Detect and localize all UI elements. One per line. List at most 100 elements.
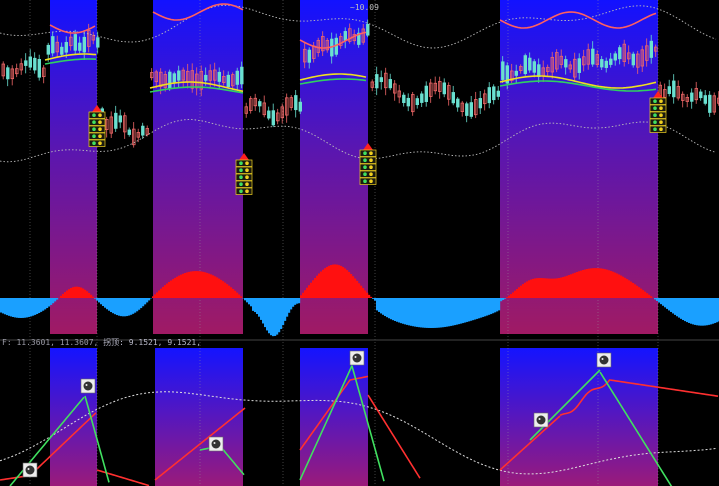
buy-icon-face [83,381,93,391]
marker-dot [369,172,373,176]
candle-body [46,44,50,55]
histogram-bar [392,298,395,321]
histogram-bar [434,298,437,328]
histogram-bar [644,291,647,298]
histogram-bar [370,296,373,298]
histogram-bar [212,275,215,298]
marker-dot [98,120,102,124]
marker-dot [369,151,373,155]
histogram-bar [4,298,7,315]
candle-body [294,95,298,111]
histogram-bar [216,277,219,298]
candle-body [123,115,127,133]
histogram-bar [536,278,539,298]
histogram-bar [180,274,183,298]
histogram-bar [384,298,387,317]
candle-body [442,82,446,95]
candle-body [573,58,577,78]
histogram-bar [566,275,569,298]
marker-dot [98,141,102,145]
marker-box [359,177,377,185]
histogram-bar [616,273,619,298]
histogram-bar [226,284,229,298]
ma-green [499,80,657,92]
candle-body [276,112,280,122]
histogram-bar [312,280,315,298]
histogram-bar [218,278,221,298]
histogram-bar [400,298,403,324]
marker-dot [363,172,367,176]
histogram-bar [450,298,453,326]
marker-dot [239,168,243,172]
buy-icons [22,350,612,478]
histogram-bar [280,298,283,329]
histogram-bar [266,298,269,331]
histogram-bar [602,268,605,298]
histogram-bar [160,288,163,298]
histogram-bar [176,276,179,298]
histogram-bar [596,268,599,298]
histogram-bar [30,298,33,317]
histogram-bar [574,272,577,298]
candle-body [222,76,226,83]
candle-body [640,49,644,67]
buy-icon-eye [85,384,88,386]
histogram-bar [76,286,79,298]
candle-body [136,132,140,138]
candle-body [55,41,59,53]
histogram-bar [156,292,159,298]
candle-body [505,65,509,84]
histogram-bar [368,294,371,298]
marker-box [359,156,377,164]
marker-dot [659,127,663,131]
candle-body [163,74,167,88]
marker-dot [363,165,367,169]
histogram-bar [328,265,331,298]
histogram-bar [586,269,589,298]
candle-body [60,46,64,55]
histogram-bar [44,298,47,310]
marker-arrow-icon [653,91,663,98]
histogram-bar [454,298,457,326]
histogram-bar [254,298,257,313]
ma-green [44,58,97,65]
histogram-bar [568,275,571,298]
histogram-bar [410,298,413,326]
histogram-bar [470,298,473,321]
candle-body [325,40,329,51]
histogram-bar [192,271,195,298]
histogram-bar [516,288,519,298]
marker-box [649,111,667,119]
sell-marker [649,91,667,133]
histogram-bar [308,285,311,298]
histogram-bar [172,279,175,298]
readout-values-2: 拐顶: 9.1521, 9.1521, [103,338,202,347]
histogram-bar [230,287,233,298]
price-tag: ~10.09 [350,3,379,12]
histogram-bar [578,271,581,298]
histogram-bar [162,286,165,298]
histogram-bar [398,298,401,323]
histogram-bar [24,298,27,318]
histogram-bar [684,298,687,322]
histogram-bar [704,298,707,326]
candle-body [402,94,406,103]
histogram-bar [296,298,299,304]
candle-body [6,67,10,80]
histogram-bar [354,278,357,298]
candle-body [19,63,23,71]
histogram-bar [500,298,503,302]
marker-dot [363,151,367,155]
candle-body [577,58,581,73]
histogram-bar [114,298,117,315]
histogram-bar [138,298,141,310]
candle-body [397,90,401,98]
marker-dot [653,113,657,117]
candle-body [321,36,325,52]
histogram-bar [110,298,113,313]
candle-body [82,36,86,53]
histogram-bar [680,298,683,319]
histogram-bar [70,288,73,298]
marker-dot [653,120,657,124]
histogram-bar [236,292,239,298]
